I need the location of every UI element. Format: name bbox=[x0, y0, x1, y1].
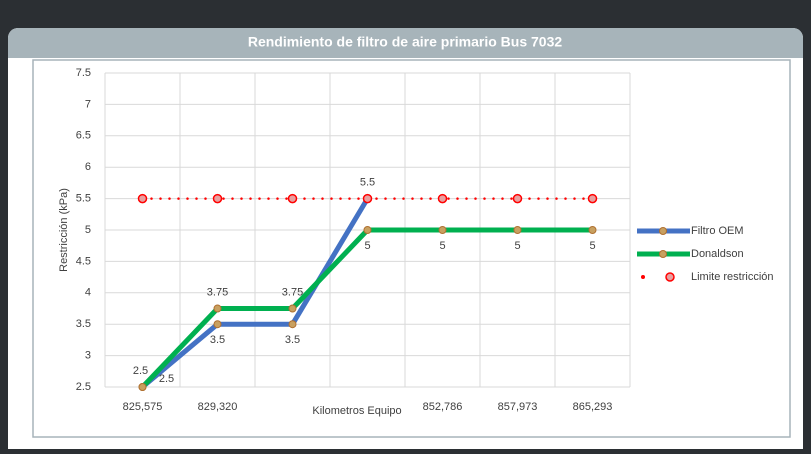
series-marker bbox=[364, 195, 372, 203]
series-marker bbox=[214, 305, 221, 312]
legend-label: Filtro OEM bbox=[691, 225, 744, 237]
data-label: 5 bbox=[364, 240, 370, 252]
y-tick-label: 6.5 bbox=[76, 130, 91, 142]
y-tick-label: 7.5 bbox=[76, 67, 91, 79]
series-marker bbox=[514, 227, 521, 234]
y-tick-label: 7 bbox=[85, 98, 91, 110]
y-tick-label: 3 bbox=[85, 350, 91, 362]
legend-dot bbox=[641, 275, 645, 279]
series-marker bbox=[589, 227, 596, 234]
chart-title: Rendimiento de filtro de aire primario B… bbox=[248, 34, 563, 50]
data-label: 5 bbox=[514, 240, 520, 252]
series-marker bbox=[439, 195, 447, 203]
x-tick-label: 825,575 bbox=[123, 401, 163, 413]
data-label: 5.5 bbox=[360, 177, 375, 189]
y-tick-label: 3.5 bbox=[76, 318, 91, 330]
x-tick-label: 857,973 bbox=[498, 401, 538, 413]
y-tick-label: 4 bbox=[85, 287, 91, 299]
series-marker bbox=[514, 195, 522, 203]
x-tick-label: 852,786 bbox=[423, 401, 463, 413]
series-marker bbox=[439, 227, 446, 234]
data-label: 3.75 bbox=[282, 286, 303, 298]
legend-marker bbox=[666, 273, 674, 281]
series-marker bbox=[139, 384, 146, 391]
data-label: 3.75 bbox=[207, 286, 228, 298]
series-marker bbox=[214, 321, 221, 328]
x-tick-label: 829,320 bbox=[198, 401, 238, 413]
series-marker bbox=[214, 195, 222, 203]
x-tick-label: 865,293 bbox=[573, 401, 613, 413]
legend-label: Limite restricción bbox=[691, 271, 774, 283]
series-marker bbox=[589, 195, 597, 203]
data-label: 3.5 bbox=[285, 334, 300, 346]
data-label: 2.5 bbox=[133, 365, 148, 377]
series-marker bbox=[139, 195, 147, 203]
y-tick-label: 5.5 bbox=[76, 193, 91, 205]
series-marker bbox=[289, 305, 296, 312]
series-marker bbox=[364, 227, 371, 234]
y-axis-title: Restricción (kPa) bbox=[58, 188, 70, 272]
y-tick-label: 2.5 bbox=[76, 381, 91, 393]
y-tick-label: 6 bbox=[85, 161, 91, 173]
chart: Rendimiento de filtro de aire primario B… bbox=[0, 0, 811, 449]
series-marker bbox=[289, 195, 297, 203]
data-label: 5 bbox=[439, 240, 445, 252]
data-label: 2.5 bbox=[159, 373, 174, 385]
y-tick-label: 4.5 bbox=[76, 255, 91, 267]
data-label: 5 bbox=[589, 240, 595, 252]
x-axis-title: Kilometros Equipo bbox=[312, 405, 401, 417]
legend-marker bbox=[660, 251, 667, 258]
legend-marker bbox=[660, 228, 667, 235]
series-marker bbox=[289, 321, 296, 328]
legend-label: Donaldson bbox=[691, 248, 744, 260]
page: Rendimiento de filtro de aire primario B… bbox=[0, 0, 811, 449]
data-label: 3.5 bbox=[210, 334, 225, 346]
y-tick-label: 5 bbox=[85, 224, 91, 236]
